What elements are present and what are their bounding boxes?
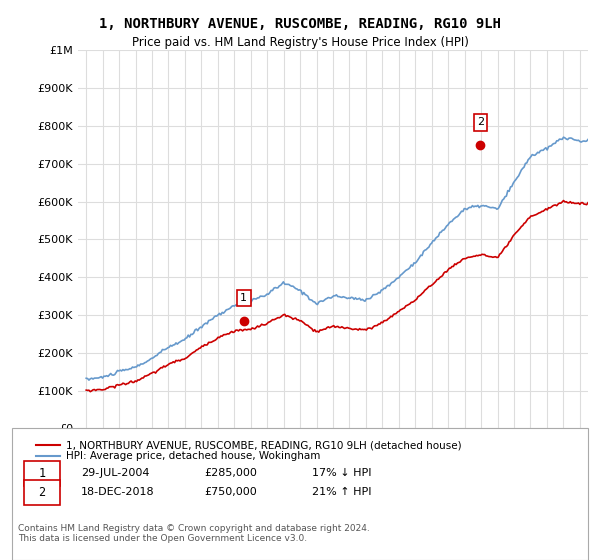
Text: 17% ↓ HPI: 17% ↓ HPI [312,468,371,478]
Text: 21% ↑ HPI: 21% ↑ HPI [312,487,371,497]
Text: 18-DEC-2018: 18-DEC-2018 [81,487,155,497]
Text: 1: 1 [38,466,46,480]
Text: 1, NORTHBURY AVENUE, RUSCOMBE, READING, RG10 9LH (detached house): 1, NORTHBURY AVENUE, RUSCOMBE, READING, … [66,440,461,450]
Text: 1, NORTHBURY AVENUE, RUSCOMBE, READING, RG10 9LH: 1, NORTHBURY AVENUE, RUSCOMBE, READING, … [99,17,501,31]
Text: £285,000: £285,000 [204,468,257,478]
Text: HPI: Average price, detached house, Wokingham: HPI: Average price, detached house, Woki… [66,451,320,461]
Text: Contains HM Land Registry data © Crown copyright and database right 2024.
This d: Contains HM Land Registry data © Crown c… [18,524,370,543]
Text: £750,000: £750,000 [204,487,257,497]
Text: 2: 2 [477,117,484,127]
Text: Price paid vs. HM Land Registry's House Price Index (HPI): Price paid vs. HM Land Registry's House … [131,36,469,49]
Text: 2: 2 [38,486,46,499]
Text: 29-JUL-2004: 29-JUL-2004 [81,468,149,478]
Text: 1: 1 [240,293,247,303]
